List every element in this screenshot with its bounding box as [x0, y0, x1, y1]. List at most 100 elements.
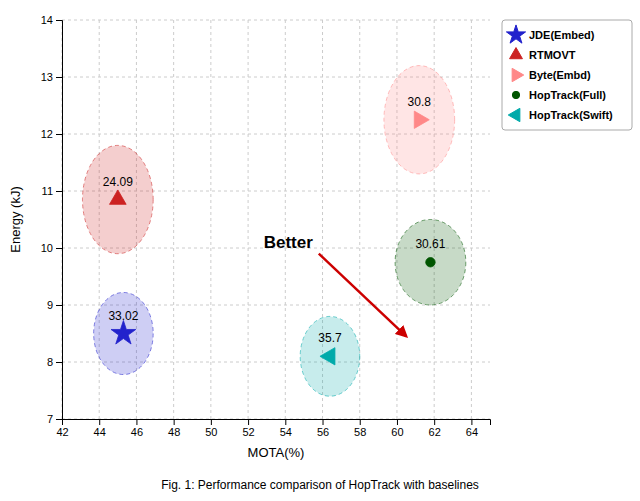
y-tick-mark: [56, 305, 62, 306]
y-tick-label: 12: [41, 128, 53, 140]
x-tick-mark: [285, 419, 286, 425]
x-tick: 60: [391, 419, 403, 438]
x-tick-label: 54: [280, 426, 292, 438]
point: [110, 190, 127, 204]
x-tick-mark: [397, 419, 398, 425]
y-tick: 11: [42, 185, 62, 197]
legend-item: HopTrack(Full): [512, 89, 606, 101]
legend-label: HopTrack(Full): [529, 89, 606, 101]
x-tick: 42: [56, 419, 68, 438]
labels: 33.02 24.09 30.8 30.61 35.7 Better: [103, 95, 446, 346]
x-grid-line: [173, 20, 174, 419]
bubble: [300, 316, 360, 396]
legend-label: HopTrack(Swift): [529, 109, 613, 121]
y-tick-mark: [56, 362, 62, 363]
legend-swatch: [512, 68, 524, 81]
legend: JDE(Embed) RTMOVT Byte(Embd) HopTrack(Full)…: [502, 20, 632, 130]
x-grid-line: [248, 20, 249, 419]
bubble: [384, 66, 455, 174]
legend-swatch: [512, 91, 519, 98]
y-tick-label: 11: [42, 185, 53, 197]
y-tick-mark: [56, 419, 62, 420]
x-tick-label: 56: [317, 426, 329, 438]
point: [320, 348, 335, 365]
legend-item: JDE(Embed): [506, 25, 594, 43]
legend-label: JDE(Embed): [529, 29, 595, 41]
y-tick: 9: [47, 299, 62, 311]
legend-label: RTMOVT: [529, 49, 576, 61]
annotation-arrow: [319, 254, 406, 337]
x-grid-line: [471, 20, 472, 419]
legend-item: Byte(Embd): [512, 68, 591, 81]
y-tick-mark: [56, 248, 62, 249]
y-axis: 7 8 9 10 11 12 13 14: [41, 14, 63, 425]
y-tick-mark: [56, 77, 62, 78]
x-tick: 50: [205, 419, 217, 438]
y-grid-line: [62, 20, 490, 21]
x-tick: 46: [131, 419, 143, 438]
y-tick-mark: [56, 20, 62, 21]
legend-swatch: [510, 48, 523, 59]
grid: [62, 20, 490, 419]
bubble: [395, 220, 466, 306]
x-tick: 62: [429, 419, 441, 438]
x-tick-mark: [434, 419, 435, 425]
bubble: [94, 292, 154, 374]
x-tick: 54: [280, 419, 292, 438]
x-tick-mark: [174, 419, 175, 425]
y-tick: 13: [41, 71, 62, 83]
y-axis-title: Energy (kJ): [8, 186, 23, 252]
x-grid-line: [210, 20, 211, 419]
x-tick-mark: [471, 419, 472, 425]
y-tick-label: 10: [41, 242, 53, 254]
point: [111, 320, 136, 344]
x-tick: 58: [354, 419, 366, 438]
x-tick-label: 46: [131, 426, 143, 438]
y-tick-mark: [56, 134, 62, 135]
x-axis-line: [63, 420, 491, 426]
x-tick-mark: [360, 419, 361, 425]
x-tick: 48: [168, 419, 180, 438]
x-tick: 44: [94, 419, 106, 438]
x-tick-label: 64: [466, 426, 478, 438]
bubble: [82, 145, 153, 253]
legend-label: Byte(Embd): [529, 69, 591, 81]
legend-item: HopTrack(Swift): [508, 108, 613, 121]
annotation-text: Better: [264, 233, 314, 252]
y-tick-label: 8: [47, 356, 53, 368]
x-tick-label: 42: [56, 426, 68, 438]
x-tick-mark: [99, 419, 100, 425]
legend-swatch: [506, 25, 525, 43]
y-tick: 12: [41, 128, 62, 140]
point: [414, 111, 429, 128]
point-label: 30.61: [415, 237, 445, 251]
x-tick-mark: [136, 419, 137, 425]
point-label: 24.09: [103, 175, 133, 189]
y-tick-label: 14: [41, 14, 53, 26]
x-tick-label: 48: [168, 426, 180, 438]
x-tick-label: 58: [354, 426, 366, 438]
legend-swatch: [508, 108, 520, 121]
point-label: 35.7: [318, 331, 342, 345]
point-label: 33.02: [108, 309, 138, 323]
x-axis: 42 44 46 48 50 52 54 56 58 60 62 64: [56, 419, 490, 438]
legend-frame: [502, 20, 632, 130]
x-tick-label: 44: [94, 426, 106, 438]
y-tick: 14: [41, 14, 62, 26]
x-tick: 56: [317, 419, 329, 438]
chart: 42 44 46 48 50 52 54 56 58 60 62 64 7 8 9 10 11 12 13 14 33.…: [0, 0, 640, 501]
y-tick-label: 7: [47, 413, 53, 425]
y-tick: 8: [47, 356, 62, 368]
point: [426, 258, 435, 267]
x-axis-title: MOTA(%): [248, 445, 305, 460]
y-tick: 10: [41, 242, 62, 254]
x-tick-label: 50: [205, 426, 217, 438]
caption: Fig. 1: Performance comparison of HopTra…: [161, 478, 479, 492]
x-tick-label: 60: [391, 426, 403, 438]
x-tick: 64: [466, 419, 478, 438]
x-tick: 52: [242, 419, 254, 438]
x-grid-line: [285, 20, 286, 419]
point-label: 30.8: [408, 95, 432, 109]
y-tick-label: 9: [47, 299, 53, 311]
y-tick-mark: [56, 191, 62, 192]
